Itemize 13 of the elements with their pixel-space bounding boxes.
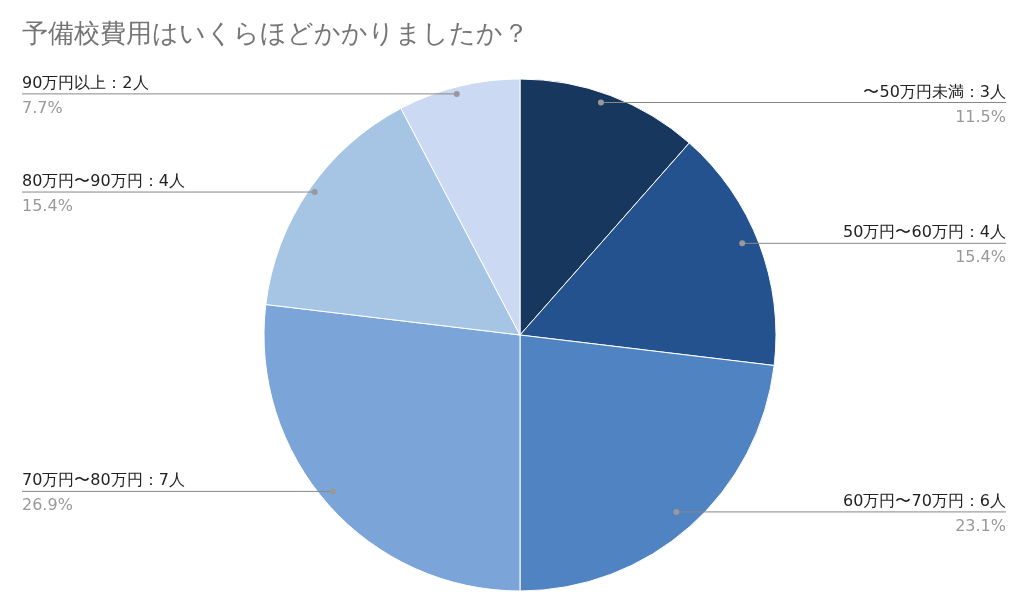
slice-label: 60万円〜70万円：6人 — [843, 490, 1006, 510]
slice-label: 〜50万円未満：3人 — [863, 81, 1006, 101]
slice-label: 70万円〜80万円：7人 — [22, 470, 185, 490]
data-label: 11.5% — [955, 106, 1006, 126]
slice-label: 50万円〜60万円：4人 — [843, 222, 1006, 242]
data-label: 26.9% — [22, 495, 73, 515]
slice-label: 90万円以上：2人 — [22, 72, 149, 92]
data-label: 15.4% — [955, 247, 1006, 267]
chart-title: 予備校費用はいくらほどかかりましたか？ — [22, 18, 529, 48]
data-label: 15.4% — [22, 196, 73, 216]
data-label: 23.1% — [955, 515, 1006, 535]
data-label: 7.7% — [22, 97, 63, 117]
slice-label: 80万円〜90万円：4人 — [22, 171, 185, 191]
